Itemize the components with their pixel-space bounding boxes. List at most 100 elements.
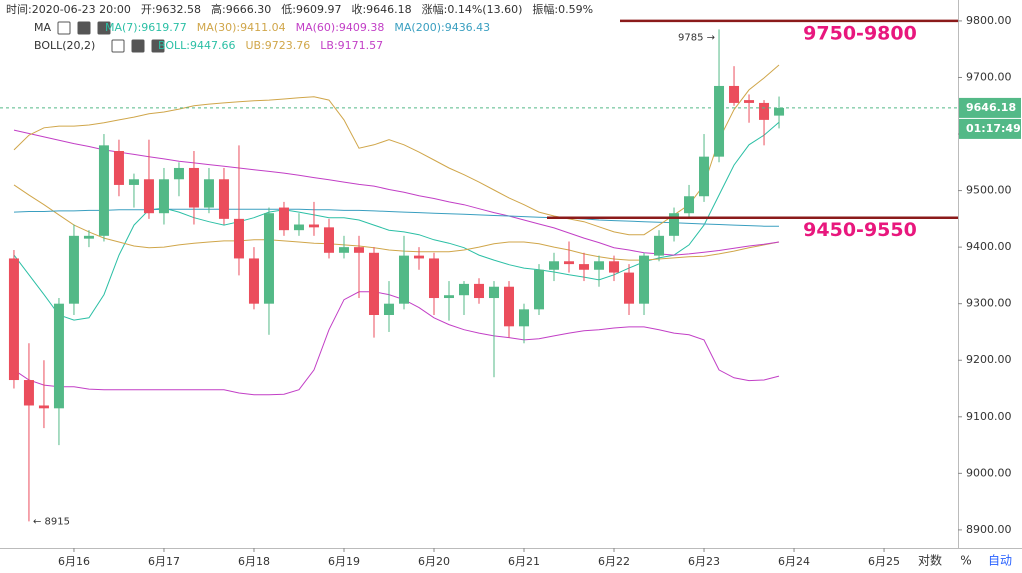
candle-body bbox=[383, 303, 394, 316]
candle-body bbox=[443, 295, 454, 299]
candle-body bbox=[218, 179, 229, 219]
candle-body bbox=[519, 309, 530, 327]
indicator-line bbox=[13, 129, 780, 256]
candle-body bbox=[233, 218, 244, 259]
y-tick-label: 9400.00 bbox=[966, 240, 1012, 253]
candle-body bbox=[759, 102, 770, 120]
legend-entry: BOLL:9447.66 bbox=[158, 39, 235, 52]
price-tag bbox=[959, 97, 1021, 118]
candle-body bbox=[714, 85, 725, 157]
candle-body bbox=[293, 224, 304, 231]
indicator-button[interactable] bbox=[77, 21, 91, 35]
candle-body bbox=[83, 235, 94, 239]
candle-body bbox=[744, 100, 755, 103]
candle-body bbox=[308, 224, 319, 228]
price-tag-label: 9646.18 bbox=[966, 101, 1016, 114]
indicator-button[interactable] bbox=[57, 21, 71, 35]
candle-body bbox=[428, 258, 439, 299]
header-item: 振幅:0.59% bbox=[532, 2, 593, 16]
indicator-button[interactable] bbox=[131, 39, 145, 53]
candle-body bbox=[639, 255, 650, 304]
indicator-line bbox=[13, 184, 780, 261]
candle-body bbox=[353, 247, 364, 253]
legend-entry: MA(200):9436.43 bbox=[394, 21, 490, 34]
candle-body bbox=[729, 85, 740, 103]
axis-button[interactable]: % bbox=[960, 554, 971, 568]
plot bbox=[0, 29, 958, 522]
legend-entry: MA(60):9409.38 bbox=[296, 21, 385, 34]
axis-button[interactable]: 对数 bbox=[918, 553, 942, 568]
candle-body bbox=[143, 179, 154, 214]
x-tick-label: 6月17 bbox=[148, 555, 180, 568]
indicator-button[interactable] bbox=[97, 21, 111, 35]
indicator-button[interactable] bbox=[151, 39, 165, 53]
countdown-label: 01:17:49 bbox=[966, 122, 1021, 135]
header-item: 低:9609.97 bbox=[281, 3, 341, 16]
candle-body bbox=[23, 380, 34, 406]
indicator-line bbox=[13, 291, 780, 396]
annotation: 9785 → bbox=[678, 32, 715, 43]
axis-button[interactable]: 自动 bbox=[988, 554, 1012, 568]
candle-body bbox=[549, 261, 560, 270]
header-item: 收:9646.18 bbox=[351, 2, 411, 16]
indicator-line bbox=[13, 208, 779, 227]
overlay: 9800.009700.009600.009500.009400.009300.… bbox=[6, 2, 1021, 568]
candle-body bbox=[534, 269, 545, 310]
x-tick-label: 6月24 bbox=[778, 555, 810, 568]
candle-body bbox=[323, 227, 334, 253]
y-tick-label: 8900.00 bbox=[966, 523, 1012, 536]
x-tick-label: 6月22 bbox=[598, 555, 630, 568]
y-tick-label: 9200.00 bbox=[966, 353, 1012, 366]
candle-body bbox=[173, 167, 184, 180]
candle-body bbox=[398, 255, 409, 304]
candle-body bbox=[774, 107, 785, 116]
annotation: ← 8915 bbox=[33, 516, 70, 527]
candle-body bbox=[68, 235, 79, 304]
candle-body bbox=[413, 255, 424, 259]
x-tick-label: 6月23 bbox=[688, 555, 720, 568]
candle-body bbox=[278, 207, 289, 231]
header-item: 开:9632.58 bbox=[141, 3, 201, 16]
y-tick-label: 9300.00 bbox=[966, 297, 1012, 310]
y-tick-label: 9100.00 bbox=[966, 410, 1012, 423]
candle-body bbox=[458, 283, 469, 296]
legend-entry: LB:9171.57 bbox=[320, 39, 383, 52]
legend-entry: MA(7):9619.77 bbox=[105, 21, 187, 34]
candle-body bbox=[609, 261, 620, 273]
candle-body bbox=[564, 261, 575, 265]
candle-body bbox=[699, 156, 710, 197]
legend-entry: MA(30):9411.04 bbox=[197, 21, 286, 34]
candle-body bbox=[203, 179, 214, 208]
candle-body bbox=[624, 272, 635, 304]
x-tick-label: 6月20 bbox=[418, 555, 450, 568]
y-tick-label: 9500.00 bbox=[966, 184, 1012, 197]
candle-body bbox=[8, 258, 19, 381]
x-tick-label: 6月16 bbox=[58, 555, 90, 568]
x-tick-label: 6月25 bbox=[868, 555, 900, 568]
candle-body bbox=[654, 235, 665, 256]
candle-body bbox=[263, 213, 274, 304]
y-tick-label: 9700.00 bbox=[966, 70, 1012, 83]
candle-body bbox=[594, 261, 605, 270]
candle-body bbox=[338, 247, 349, 253]
legend-entry: UB:9723.76 bbox=[245, 39, 310, 52]
candle-body bbox=[53, 303, 64, 409]
x-tick-label: 6月21 bbox=[508, 555, 540, 568]
indicator-name: MA bbox=[34, 21, 51, 34]
header-item: 高:9666.30 bbox=[211, 2, 271, 16]
candle-body bbox=[248, 258, 259, 304]
x-tick-label: 6月18 bbox=[238, 555, 270, 568]
indicator-button[interactable] bbox=[111, 39, 125, 53]
candle-body bbox=[579, 264, 590, 270]
candle-body bbox=[684, 196, 695, 214]
candle-body bbox=[489, 286, 500, 299]
indicator-name: BOLL(20,2) bbox=[34, 39, 95, 52]
candle-body bbox=[98, 145, 109, 236]
x-tick-label: 6月19 bbox=[328, 555, 360, 568]
indicator-line bbox=[13, 64, 780, 236]
level-label: 9750-9800 bbox=[803, 22, 917, 44]
candle-body bbox=[158, 179, 169, 214]
y-tick-label: 9000.00 bbox=[966, 466, 1012, 479]
